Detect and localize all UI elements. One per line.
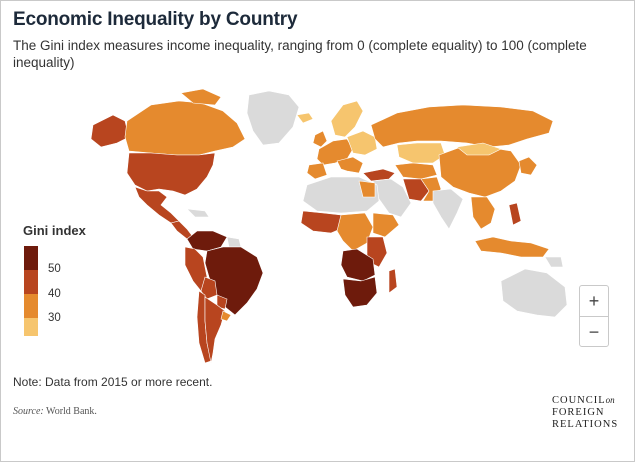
legend-tick-30: 30 xyxy=(48,312,61,324)
papua-new-guinea[interactable] xyxy=(544,256,564,268)
zoom-controls: + − xyxy=(579,285,609,347)
legend: Gini index 50 40 30 xyxy=(23,223,86,336)
southeast-asia[interactable] xyxy=(470,196,496,230)
legend-swatch-below-30 xyxy=(24,318,38,336)
canada-islands[interactable] xyxy=(180,88,222,106)
egypt[interactable] xyxy=(358,180,376,198)
legend-tick-40: 40 xyxy=(48,288,61,300)
mongolia[interactable] xyxy=(456,142,502,156)
cfr-logo[interactable]: COUNCILon FOREIGN RELATIONS xyxy=(552,394,618,431)
minus-icon: − xyxy=(588,321,600,342)
caribbean[interactable] xyxy=(186,208,210,218)
scandinavia[interactable] xyxy=(330,100,364,138)
australia[interactable] xyxy=(500,268,568,318)
zoom-in-button[interactable]: + xyxy=(580,286,608,316)
legend-tick-50: 50 xyxy=(48,263,61,275)
korea-japan[interactable] xyxy=(518,156,538,176)
bolivia[interactable] xyxy=(200,276,218,300)
turkey[interactable] xyxy=(362,168,396,182)
guianas[interactable] xyxy=(226,236,242,248)
iran[interactable] xyxy=(402,178,430,202)
mexico[interactable] xyxy=(134,186,180,224)
legend-swatch-50-plus xyxy=(24,246,38,270)
central-america[interactable] xyxy=(170,220,194,240)
source-line: Source: World Bank. xyxy=(13,406,97,417)
zoom-out-button[interactable]: − xyxy=(580,316,608,347)
middle-east[interactable] xyxy=(372,178,412,218)
horn-of-africa[interactable] xyxy=(372,212,400,238)
india[interactable] xyxy=(432,188,464,230)
caucasus-central-asia[interactable] xyxy=(394,162,438,180)
united-states[interactable] xyxy=(126,152,216,196)
canada[interactable] xyxy=(124,100,246,156)
source-label: Source: xyxy=(13,406,44,417)
central-africa[interactable] xyxy=(336,212,374,252)
argentina[interactable] xyxy=(204,296,226,364)
uruguay[interactable] xyxy=(220,310,232,322)
greenland[interactable] xyxy=(246,90,300,146)
russia[interactable] xyxy=(370,104,554,148)
alaska[interactable] xyxy=(90,114,130,148)
plus-icon: + xyxy=(588,290,600,311)
philippines[interactable] xyxy=(508,202,522,226)
legend-swatch-30-40 xyxy=(24,294,38,318)
logo-line-2: FOREIGN xyxy=(552,407,605,418)
madagascar[interactable] xyxy=(388,268,398,294)
logo-line-1: COUNCIL xyxy=(552,395,606,406)
logo-on: on xyxy=(605,395,615,405)
legend-swatch-40-50 xyxy=(24,270,38,294)
paraguay[interactable] xyxy=(216,294,228,310)
italy-balkans[interactable] xyxy=(336,156,364,174)
iberia[interactable] xyxy=(306,162,328,180)
angola-zambia[interactable] xyxy=(340,248,376,282)
map-title: Economic Inequality by Country xyxy=(13,9,298,30)
kazakhstan[interactable] xyxy=(396,142,446,164)
map-subtitle: The Gini index measures income inequalit… xyxy=(13,38,587,70)
iceland[interactable] xyxy=(296,112,314,124)
southern-africa[interactable] xyxy=(342,276,378,308)
uk-ireland[interactable] xyxy=(312,130,328,148)
indonesia[interactable] xyxy=(474,236,550,258)
legend-title: Gini index xyxy=(23,223,86,238)
logo-line-3: RELATIONS xyxy=(552,419,619,430)
data-note: Note: Data from 2015 or more recent. xyxy=(13,375,213,389)
source-text: World Bank. xyxy=(43,406,97,417)
eastern-europe[interactable] xyxy=(346,130,378,156)
world-map[interactable] xyxy=(1,81,635,381)
